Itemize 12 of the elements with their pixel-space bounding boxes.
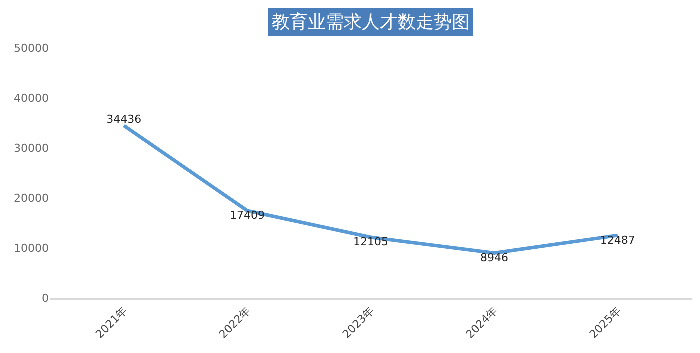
y-tick-label: 30000: [14, 142, 49, 155]
chart-title: 教育业需求人才数走势图: [272, 12, 470, 33]
data-label: 12105: [354, 236, 388, 249]
y-tick-label: 0: [42, 292, 49, 305]
data-label: 17409: [230, 209, 266, 222]
data-label: 8946: [480, 252, 508, 265]
y-tick-label: 50000: [14, 42, 49, 55]
y-tick-label: 20000: [14, 192, 49, 205]
y-tick-label: 10000: [14, 242, 49, 255]
data-label: 34436: [106, 113, 142, 126]
data-label: 12487: [600, 234, 636, 247]
y-tick-label: 40000: [14, 92, 49, 105]
